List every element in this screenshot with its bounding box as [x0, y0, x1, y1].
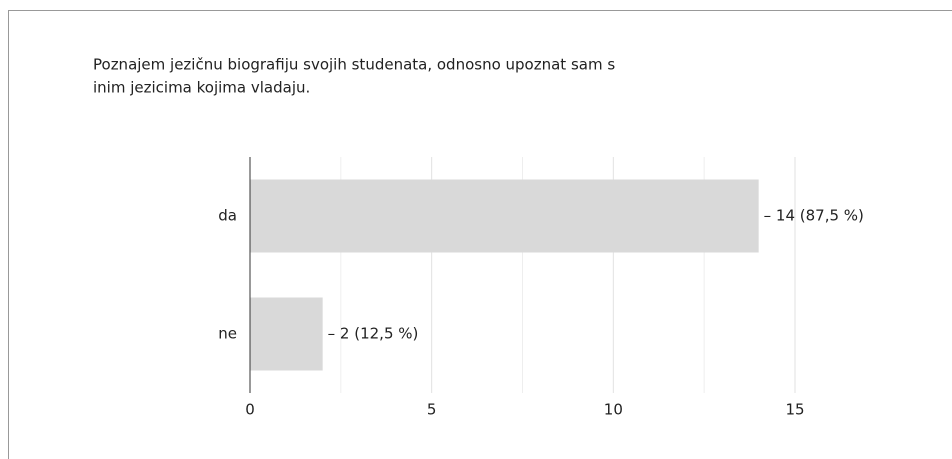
bar [250, 297, 323, 371]
y-tick-label: da [218, 207, 237, 225]
x-tick-label: 0 [245, 401, 255, 419]
value-label: – 2 (12,5 %) [328, 325, 419, 343]
x-tick-label: 15 [785, 401, 804, 419]
chart-title: Poznajem jezičnu biografiju svojih stude… [93, 56, 615, 74]
x-tick-label: 5 [427, 401, 437, 419]
chart-title: inim jezicima kojima vladaju. [93, 79, 310, 97]
x-tick-label: 10 [604, 401, 623, 419]
bar [250, 179, 759, 253]
value-label: – 14 (87,5 %) [764, 207, 864, 225]
y-tick-label: ne [218, 325, 237, 343]
